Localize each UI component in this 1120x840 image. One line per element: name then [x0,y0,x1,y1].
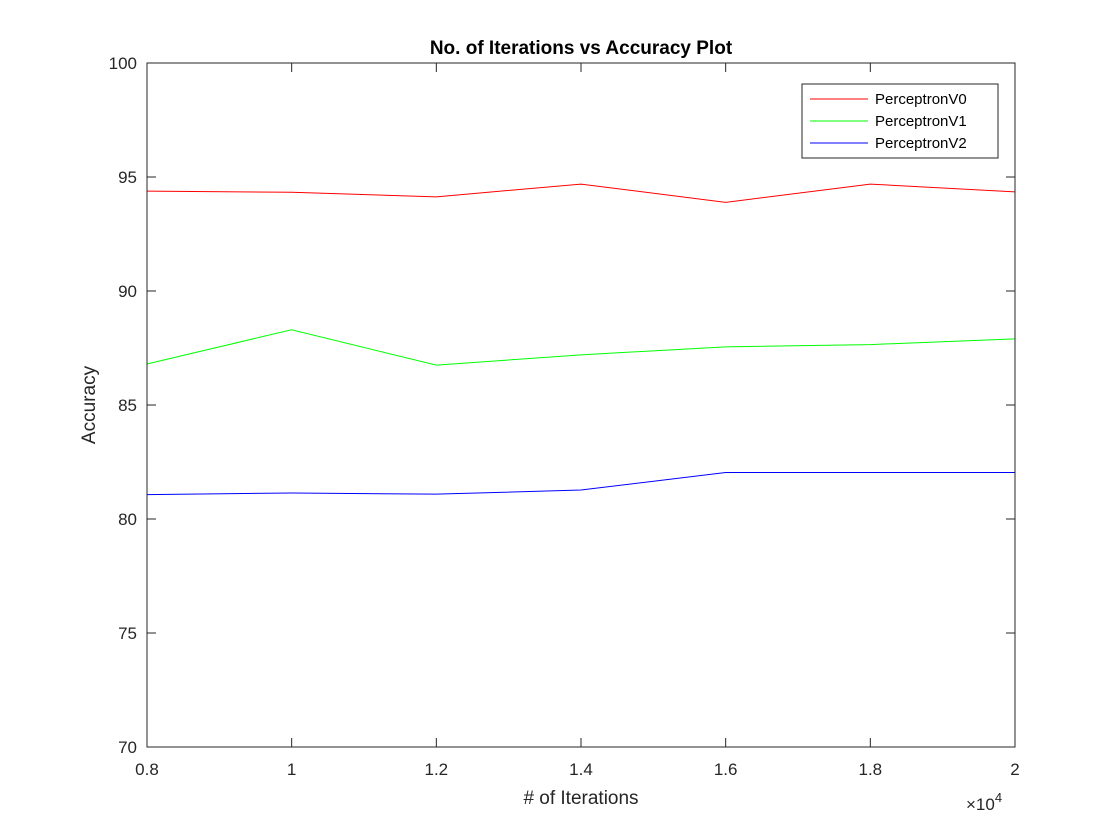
series-line-perceptronv1 [146,329,1016,366]
plot-frame [146,62,1016,748]
y-tick-label: 90 [118,282,137,301]
x-axis-label: # of Iterations [523,788,638,809]
y-axis-label: Accuracy [79,365,100,444]
data-point-perceptronv0 [436,196,437,197]
data-point-perceptronv2 [725,472,726,473]
series-lines [146,183,1016,496]
plot-area [147,63,1015,747]
data-point-perceptronv1 [581,354,582,355]
data-point-perceptronv1 [870,344,871,345]
x-tick-label: 1.4 [569,760,593,779]
x-tick-label: 1.6 [714,760,738,779]
data-point-perceptronv1 [291,329,292,330]
x-exponent-base: ×10 [966,795,995,814]
x-tick-label: 2 [1010,760,1019,779]
data-point-perceptronv2 [291,493,292,494]
legend: PerceptronV0 PerceptronV1 PerceptronV2 [801,83,999,159]
x-exponent-label: ×104 [966,790,1002,814]
data-point-perceptronv1 [436,365,437,366]
data-point-perceptronv1 [725,346,726,347]
data-point-perceptronv0 [581,184,582,185]
y-tick-label: 75 [118,624,137,643]
legend-label: PerceptronV0 [875,91,967,108]
axis-ticks: 0.8 1 1.2 1.4 1.6 1.8 2 70 75 80 85 90 95 100 [109,54,1020,779]
x-tick-label: 1 [287,760,296,779]
x-tick-label: 0.8 [135,760,159,779]
data-point-perceptronv2 [581,490,582,491]
y-tick-label: 80 [118,510,137,529]
y-tick-label: 85 [118,396,137,415]
chart-title: No. of Iterations vs Accuracy Plot [430,38,733,59]
y-tick-label: 100 [109,54,137,73]
legend-label: PerceptronV1 [875,113,967,130]
series-line-perceptronv2 [146,471,1015,496]
x-exponent-power: 4 [995,790,1002,805]
y-tick-label: 70 [118,738,137,757]
data-point-perceptronv2 [870,472,871,473]
data-point-perceptronv0 [291,192,292,193]
data-point-perceptronv0 [725,202,726,203]
data-point-perceptronv0 [870,184,871,185]
legend-label: PerceptronV2 [875,135,967,152]
y-tick-label: 95 [118,168,137,187]
series-line-perceptronv0 [146,183,1016,203]
x-tick-label: 1.2 [425,760,449,779]
data-point-perceptronv2 [436,494,437,495]
x-tick-label: 1.8 [859,760,883,779]
